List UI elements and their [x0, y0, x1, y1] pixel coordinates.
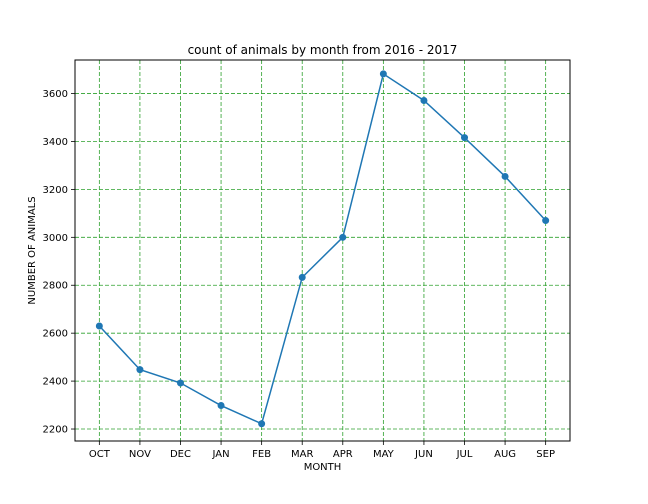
plot-frame: [74, 59, 571, 442]
x-tick-label: AUG: [494, 449, 516, 460]
data-point: [339, 233, 347, 241]
y-axis-label: NUMBER OF ANIMALS: [27, 196, 38, 304]
data-point: [258, 420, 266, 428]
x-tick-label: APR: [333, 449, 353, 460]
x-tick-label: SEP: [536, 449, 555, 460]
data-point: [501, 172, 509, 180]
chart-title: count of animals by month from 2016 - 20…: [188, 43, 458, 57]
data-point: [136, 366, 144, 374]
x-tick-label: JAN: [212, 449, 230, 460]
series-layer: [95, 70, 550, 428]
y-tick-label: 3000: [43, 233, 68, 244]
y-axis-ticks: 2200 2400 2600 2800 3000 3200 3400 3600: [43, 89, 75, 436]
series-line: [98, 72, 547, 425]
x-tick-label: JUL: [456, 449, 473, 460]
x-tick-label: NOV: [129, 449, 151, 460]
data-point: [298, 273, 306, 281]
x-tick-label: MAR: [291, 449, 313, 460]
x-axis-ticks: OCT NOV DEC JAN FEB MAR APR MAY JUN JUL AUG SEP: [89, 441, 555, 460]
grid: [75, 60, 570, 441]
data-point: [420, 96, 428, 104]
y-tick-label: 2200: [43, 425, 68, 436]
x-tick-label: FEB: [252, 449, 271, 460]
x-axis-label: MONTH: [304, 462, 342, 473]
y-tick-label: 3200: [43, 185, 68, 196]
data-point: [217, 402, 225, 410]
y-tick-label: 2800: [43, 281, 68, 292]
data-point: [95, 322, 103, 330]
x-tick-label: MAY: [373, 449, 395, 460]
data-point: [176, 379, 184, 387]
y-tick-label: 2400: [43, 377, 68, 388]
x-tick-label: OCT: [89, 449, 111, 460]
y-tick-label: 3400: [43, 137, 68, 148]
x-tick-label: JUN: [414, 449, 433, 460]
y-tick-label: 2600: [43, 329, 68, 340]
data-point: [379, 70, 387, 78]
data-point: [461, 134, 469, 142]
data-point: [542, 217, 550, 225]
y-tick-label: 3600: [43, 89, 68, 100]
x-tick-label: DEC: [170, 449, 191, 460]
